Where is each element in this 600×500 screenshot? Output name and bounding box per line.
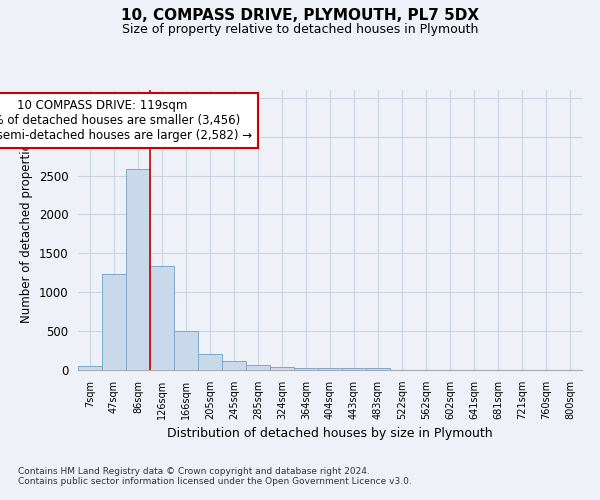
Bar	[174, 331, 198, 370]
Bar	[246, 366, 270, 370]
Bar	[270, 367, 294, 370]
Bar	[198, 354, 222, 370]
Text: 10 COMPASS DRIVE: 119sqm
← 57% of detached houses are smaller (3,456)
43% of sem: 10 COMPASS DRIVE: 119sqm ← 57% of detach…	[0, 100, 252, 142]
Text: Contains public sector information licensed under the Open Government Licence v3: Contains public sector information licen…	[18, 478, 412, 486]
Text: Distribution of detached houses by size in Plymouth: Distribution of detached houses by size …	[167, 428, 493, 440]
Bar	[294, 368, 318, 370]
Bar	[126, 168, 150, 370]
Bar	[78, 366, 102, 370]
Bar	[102, 274, 126, 370]
Bar	[342, 368, 366, 370]
Bar	[222, 362, 246, 370]
Text: Size of property relative to detached houses in Plymouth: Size of property relative to detached ho…	[122, 22, 478, 36]
Text: Contains HM Land Registry data © Crown copyright and database right 2024.: Contains HM Land Registry data © Crown c…	[18, 468, 370, 476]
Bar	[318, 368, 342, 370]
Text: 10, COMPASS DRIVE, PLYMOUTH, PL7 5DX: 10, COMPASS DRIVE, PLYMOUTH, PL7 5DX	[121, 8, 479, 22]
Bar	[150, 266, 174, 370]
Y-axis label: Number of detached properties: Number of detached properties	[20, 137, 33, 323]
Bar	[366, 368, 390, 370]
